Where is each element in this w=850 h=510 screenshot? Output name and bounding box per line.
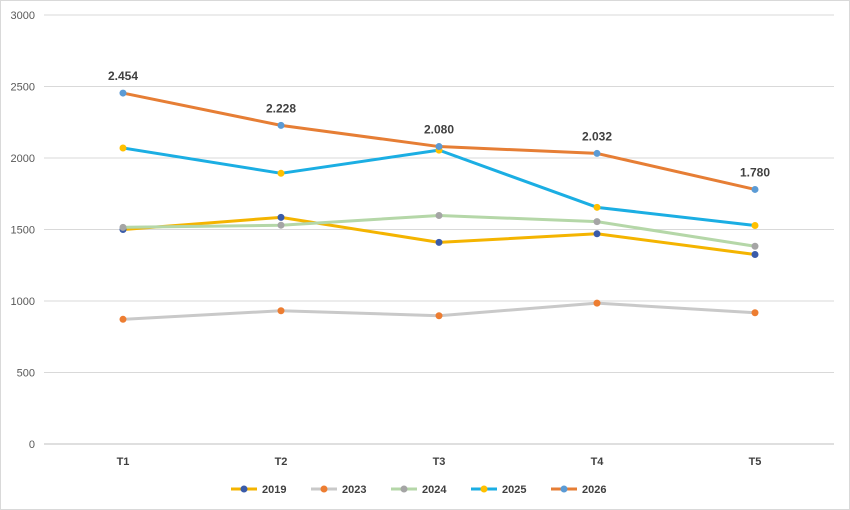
data-point-2025 [277, 169, 285, 177]
y-tick-label: 1500 [11, 225, 35, 237]
data-label: 2.032 [582, 129, 612, 143]
x-tick-label: T4 [591, 456, 605, 468]
y-tick-label: 2500 [11, 82, 35, 94]
data-point-2026 [277, 121, 285, 129]
x-tick-label: T5 [749, 456, 762, 468]
data-point-2023 [593, 299, 601, 307]
y-tick-label: 0 [29, 439, 35, 451]
legend-label-2024: 2024 [422, 484, 447, 496]
legend-label-2023: 2023 [342, 484, 366, 496]
legend-marker-2023 [320, 485, 328, 493]
data-point-2019 [751, 251, 759, 259]
series-line-2019 [121, 215, 757, 257]
data-point-2026 [435, 143, 443, 151]
data-point-2025 [751, 221, 759, 229]
data-point-2023 [751, 309, 759, 317]
data-label: 2.080 [424, 123, 454, 137]
series-line-2026 [121, 91, 757, 191]
data-point-2026 [751, 185, 759, 193]
x-tick-label: T2 [275, 456, 288, 468]
data-point-2026 [593, 149, 601, 157]
x-tick-label: T3 [433, 456, 446, 468]
data-point-2019 [593, 230, 601, 238]
x-tick-label: T1 [117, 456, 130, 468]
data-point-2024 [593, 218, 601, 226]
y-tick-label: 1000 [11, 296, 35, 308]
data-point-2019 [435, 238, 443, 246]
y-tick-label: 3000 [11, 10, 35, 22]
data-label: 1.780 [740, 165, 770, 179]
data-label: 2.454 [108, 69, 138, 83]
data-point-2023 [435, 312, 443, 320]
data-point-2023 [119, 315, 127, 323]
legend-label-2025: 2025 [502, 484, 526, 496]
data-point-2019 [277, 213, 285, 221]
legend-marker-2025 [480, 485, 488, 493]
legend-label-2026: 2026 [582, 484, 606, 496]
y-tick-label: 500 [17, 368, 35, 380]
legend-marker-2024 [400, 485, 408, 493]
data-point-2026 [119, 89, 127, 97]
data-label: 2.228 [266, 101, 296, 115]
legend-marker-2019 [240, 485, 248, 493]
data-point-2024 [751, 242, 759, 250]
data-point-2024 [119, 223, 127, 231]
legend-marker-2026 [560, 485, 568, 493]
data-point-2025 [593, 203, 601, 211]
data-point-2024 [435, 211, 443, 219]
legend-label-2019: 2019 [262, 484, 286, 496]
data-point-2025 [119, 144, 127, 152]
data-point-2023 [277, 307, 285, 315]
data-point-2024 [277, 221, 285, 229]
y-tick-label: 2000 [11, 153, 35, 165]
